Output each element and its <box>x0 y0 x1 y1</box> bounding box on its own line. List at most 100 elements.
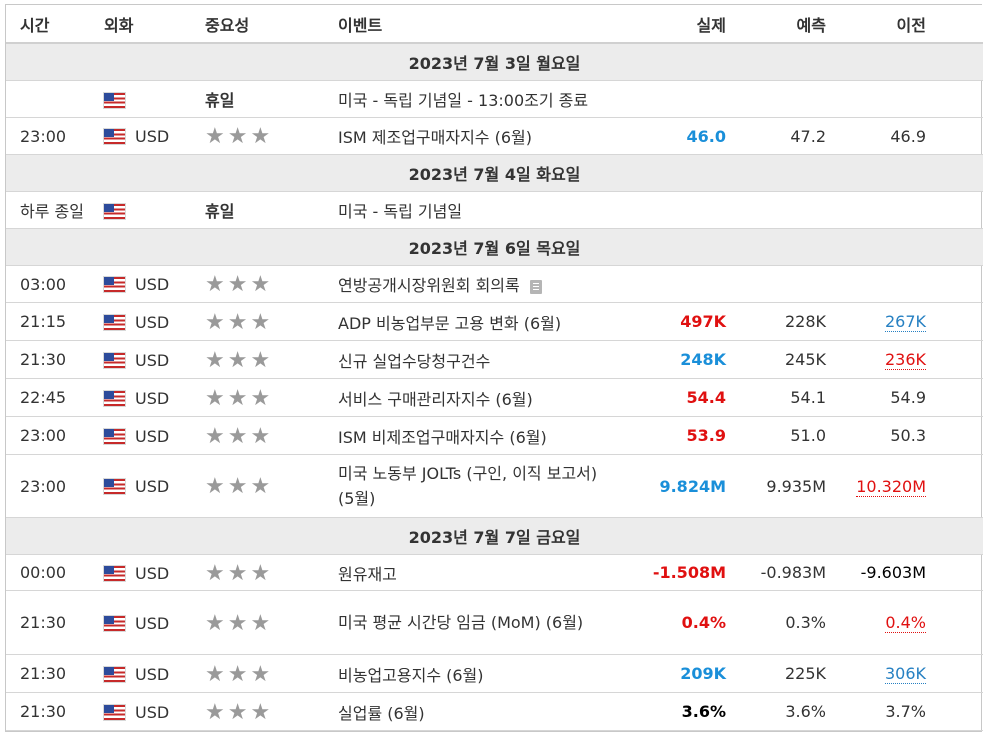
currency-cell: USD <box>104 692 205 731</box>
event-time: 00:00 <box>6 554 104 591</box>
event-name[interactable]: 연방공개시장위원회 회의록 <box>338 276 520 295</box>
event-name[interactable]: ISM 제조업구매자지수 (6월) <box>338 117 628 155</box>
event-name[interactable]: 서비스 구매관리자지수 (6월) <box>338 378 628 417</box>
col-header-time[interactable]: 시간 <box>6 5 104 44</box>
event-time: 하루 종일 <box>6 191 104 229</box>
table-row: 00:00 USD ★★★ 원유재고 -1.508M -0.983M -9.60… <box>6 554 983 591</box>
event-time: 21:30 <box>6 654 104 693</box>
us-flag-icon <box>104 277 125 292</box>
previous-value-cell: 0.4% <box>828 590 983 655</box>
forecast-value <box>728 191 828 229</box>
event-time: 21:30 <box>6 590 104 655</box>
currency-code: USD <box>135 127 170 146</box>
previous-value <box>828 265 983 303</box>
us-flag-icon <box>104 92 125 108</box>
table-row: 23:00 USD ★★★ ISM 제조업구매자지수 (6월) 46.0 47.… <box>6 117 983 155</box>
previous-value[interactable]: 236K <box>884 350 926 370</box>
importance-cell: ★★★ <box>205 692 338 731</box>
star-icon: ★★★ <box>205 699 274 725</box>
forecast-value: 245K <box>728 340 828 379</box>
previous-value: -9.603M <box>828 554 983 591</box>
event-name[interactable]: 신규 실업수당청구건수 <box>338 340 628 379</box>
importance-cell: ★★★ <box>205 302 338 341</box>
table-row: 21:15 USD ★★★ ADP 비농업부문 고용 변화 (6월) 497K … <box>6 302 983 341</box>
star-icon: ★★★ <box>205 309 274 335</box>
event-name[interactable]: 미국 - 독립 기념일 <box>338 191 628 229</box>
economic-calendar: 시간 외화 중요성 이벤트 실제 예측 이전 2023년 7월 3일 월요일 휴… <box>5 4 983 732</box>
previous-value: 50.3 <box>828 416 983 455</box>
event-name[interactable]: 미국 평균 시간당 임금 (MoM) (6월) <box>338 590 628 655</box>
event-time: 22:45 <box>6 378 104 417</box>
forecast-value: 3.6% <box>728 692 828 731</box>
event-time: 23:00 <box>6 117 104 155</box>
actual-value: 9.824M <box>628 454 728 518</box>
actual-value: -1.508M <box>628 554 728 591</box>
us-flag-icon <box>104 565 125 581</box>
previous-value[interactable]: 10.320M <box>856 476 926 497</box>
us-flag-icon <box>104 390 125 406</box>
col-header-previous[interactable]: 이전 <box>828 5 983 44</box>
previous-value[interactable]: 267K <box>884 312 926 332</box>
currency-cell: USD <box>104 454 205 518</box>
importance-cell: ★★★ <box>205 340 338 379</box>
table-row: 22:45 USD ★★★ 서비스 구매관리자지수 (6월) 54.4 54.1… <box>6 378 983 417</box>
day-label: 2023년 7월 6일 목요일 <box>6 228 983 266</box>
col-header-actual[interactable]: 실제 <box>628 5 728 44</box>
importance-cell: ★★★ <box>205 454 338 518</box>
star-icon: ★★★ <box>205 560 274 586</box>
table-row: 21:30 USD ★★★ 실업률 (6월) 3.6% 3.6% 3.7% <box>6 692 983 731</box>
event-name[interactable]: 실업률 (6월) <box>338 692 628 731</box>
actual-value <box>628 265 728 303</box>
previous-value <box>828 80 983 118</box>
importance-cell: ★★★ <box>205 654 338 693</box>
currency-cell: USD <box>104 416 205 455</box>
forecast-value: 54.1 <box>728 378 828 417</box>
forecast-value <box>728 80 828 118</box>
event-name[interactable]: ADP 비농업부문 고용 변화 (6월) <box>338 302 628 341</box>
event-time: 23:00 <box>6 416 104 455</box>
event-name[interactable]: ISM 비제조업구매자지수 (6월) <box>338 416 628 455</box>
us-flag-icon <box>104 203 125 219</box>
event-name-cell: 연방공개시장위원회 회의록 <box>338 265 628 303</box>
col-header-forecast[interactable]: 예측 <box>728 5 828 44</box>
currency-cell: USD <box>104 554 205 591</box>
calendar-table: 시간 외화 중요성 이벤트 실제 예측 이전 2023년 7월 3일 월요일 휴… <box>6 5 983 731</box>
us-flag-icon <box>104 352 125 368</box>
col-header-event[interactable]: 이벤트 <box>338 5 628 44</box>
table-row: 03:00 USD ★★★ 연방공개시장위원회 회의록 <box>6 265 983 303</box>
table-row: 21:30 USD ★★★ 미국 평균 시간당 임금 (MoM) (6월) 0.… <box>6 590 983 655</box>
table-row: 하루 종일 휴일 미국 - 독립 기념일 <box>6 191 983 229</box>
actual-value: 248K <box>628 340 728 379</box>
currency-cell: USD <box>104 590 205 655</box>
table-row: 21:30 USD ★★★ 신규 실업수당청구건수 248K 245K 236K <box>6 340 983 379</box>
day-label: 2023년 7월 4일 화요일 <box>6 154 983 192</box>
star-icon: ★★★ <box>205 661 274 687</box>
col-header-currency[interactable]: 외화 <box>104 5 205 44</box>
event-time: 21:15 <box>6 302 104 341</box>
currency-cell: USD <box>104 654 205 693</box>
currency-cell: USD <box>104 302 205 341</box>
us-flag-icon <box>104 666 125 682</box>
event-name[interactable]: 미국 - 독립 기념일 - 13:00조기 종료 <box>338 80 628 118</box>
holiday-label: 휴일 <box>205 80 338 118</box>
previous-value-cell: 236K <box>828 340 983 379</box>
event-name[interactable]: 미국 노동부 JOLTs (구인, 이직 보고서) (5월) <box>338 454 628 518</box>
day-separator-row: 2023년 7월 6일 목요일 <box>6 228 983 266</box>
col-header-importance[interactable]: 중요성 <box>205 5 338 44</box>
currency-cell <box>104 191 205 229</box>
forecast-value: 225K <box>728 654 828 693</box>
event-time: 23:00 <box>6 454 104 518</box>
previous-value[interactable]: 0.4% <box>885 613 926 633</box>
actual-value: 209K <box>628 654 728 693</box>
star-icon: ★★★ <box>205 385 274 411</box>
event-name[interactable]: 원유재고 <box>338 554 628 591</box>
importance-cell: ★★★ <box>205 117 338 155</box>
previous-value[interactable]: 306K <box>884 664 926 684</box>
previous-value: 46.9 <box>828 117 983 155</box>
table-row: 21:30 USD ★★★ 비농업고용지수 (6월) 209K 225K 306… <box>6 654 983 693</box>
document-icon[interactable] <box>529 279 542 294</box>
forecast-value: 47.2 <box>728 117 828 155</box>
event-name[interactable]: 비농업고용지수 (6월) <box>338 654 628 693</box>
forecast-value: 228K <box>728 302 828 341</box>
currency-cell: USD <box>104 340 205 379</box>
